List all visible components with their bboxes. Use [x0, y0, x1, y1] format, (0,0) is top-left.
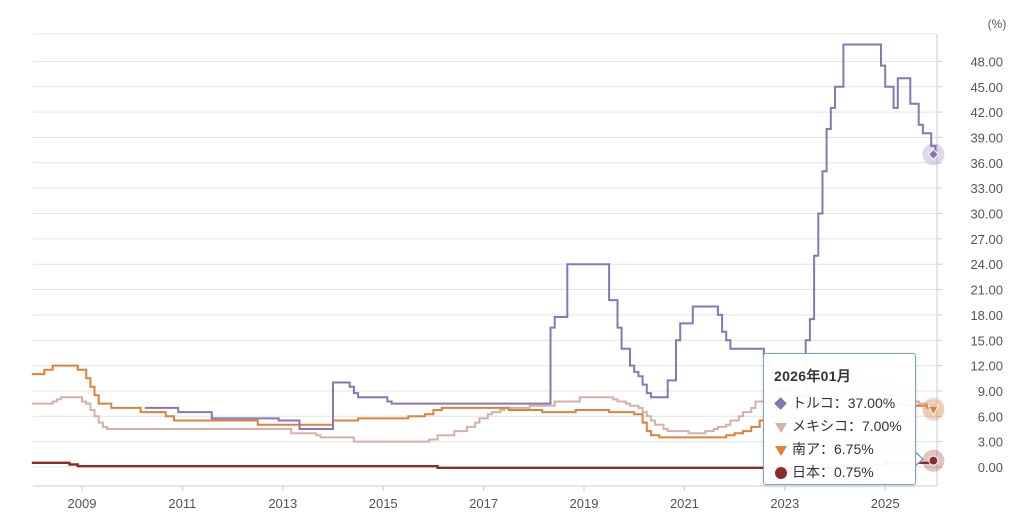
y-tick-label: 15.00	[970, 333, 1003, 348]
y-tick-label: 33.00	[970, 181, 1003, 196]
tooltip-row-south-africa: 南ア：6.75%	[774, 438, 905, 461]
tooltip-row-text: メキシコ：7.00%	[792, 418, 902, 434]
y-unit-label: (%)	[988, 17, 1007, 31]
y-tick-label: 27.00	[970, 232, 1003, 247]
tooltip-row-text: 日本：0.75%	[792, 464, 874, 480]
y-tick-label: 0.00	[978, 460, 1003, 475]
y-tick-label: 21.00	[970, 283, 1003, 298]
y-tick-label: 45.00	[970, 80, 1003, 95]
y-tick-label: 48.00	[970, 54, 1003, 69]
tooltip-row-text: トルコ：37.00%	[792, 395, 896, 411]
x-tick-label: 2013	[268, 496, 297, 511]
series-end-marker-2	[927, 405, 940, 416]
tooltip-pointer-inner	[913, 451, 922, 467]
circle-marker-icon	[774, 466, 788, 480]
y-tick-label: 3.00	[978, 435, 1003, 450]
y-tick-label: 39.00	[970, 130, 1003, 145]
x-tick-label: 2021	[670, 496, 699, 511]
triangle-marker-icon	[774, 420, 788, 434]
x-tick-label: 2025	[871, 496, 900, 511]
tooltip-row-text: 南ア：6.75%	[792, 441, 874, 457]
y-tick-label: 9.00	[978, 384, 1003, 399]
tooltip-row-japan: 日本：0.75%	[774, 461, 905, 484]
tooltip-row-mexico: メキシコ：7.00%	[774, 415, 905, 438]
y-tick-label: 6.00	[978, 409, 1003, 424]
series-end-marker-3	[928, 455, 939, 466]
y-tick-label: 18.00	[970, 308, 1003, 323]
y-tick-label: 12.00	[970, 359, 1003, 374]
tooltip: 2026年01月 トルコ：37.00% メキシコ：7.00% 南ア：6.75% …	[763, 353, 916, 485]
x-tick-label: 2023	[770, 496, 799, 511]
x-tick-label: 2011	[168, 496, 196, 511]
y-tick-label: 30.00	[970, 207, 1003, 222]
x-tick-label: 2017	[469, 496, 498, 511]
y-tick-label: 24.00	[970, 257, 1003, 272]
x-tick-label: 2019	[570, 496, 599, 511]
x-tick-label: 2009	[68, 496, 97, 511]
x-tick-label: 2015	[369, 496, 398, 511]
tooltip-row-turkey: トルコ：37.00%	[774, 392, 905, 415]
diamond-marker-icon	[774, 397, 788, 411]
triangle-marker-icon	[774, 443, 788, 457]
tooltip-date: 2026年01月	[774, 368, 852, 384]
series-end-marker-0	[927, 148, 940, 161]
y-tick-label: 36.00	[970, 156, 1003, 171]
y-tick-label: 42.00	[970, 105, 1003, 120]
series-line-0	[144, 43, 937, 430]
